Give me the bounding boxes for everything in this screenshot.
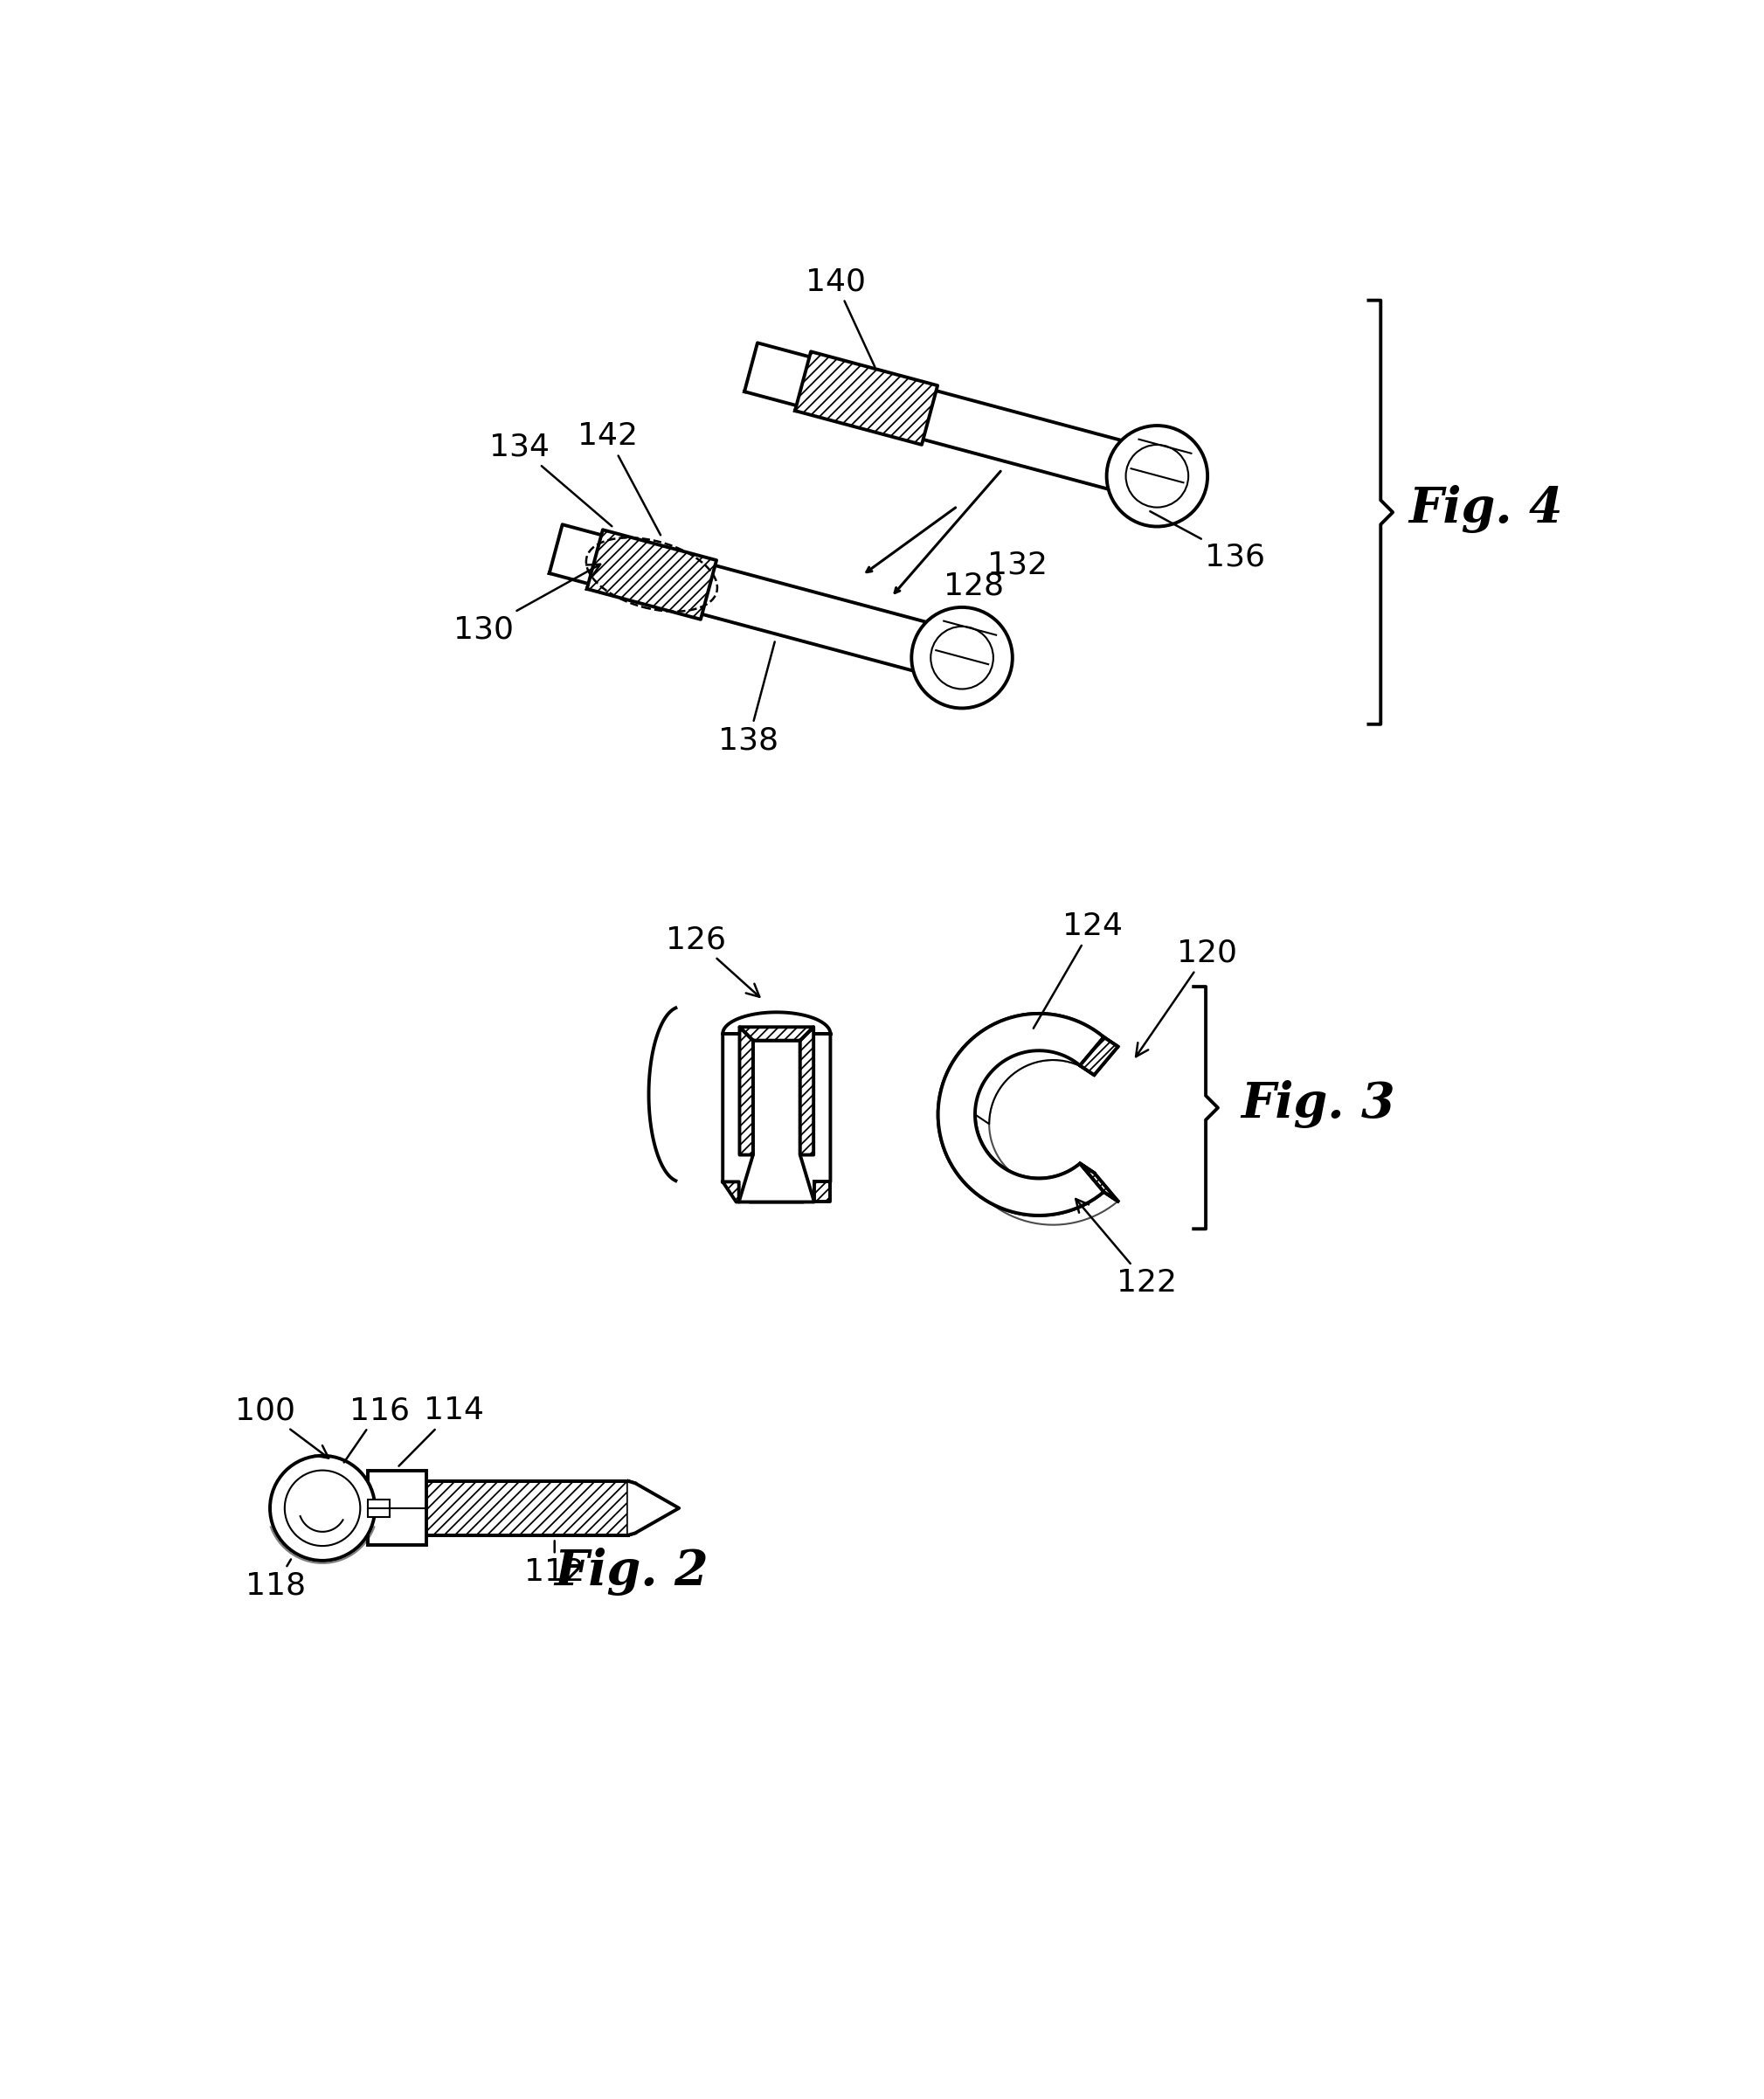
Text: 124: 124 [1034, 911, 1124, 1029]
Text: 134: 134 [489, 432, 612, 527]
Text: Fig. 3: Fig. 3 [1240, 1081, 1395, 1129]
FancyBboxPatch shape [423, 1482, 628, 1534]
Text: 118: 118 [245, 1560, 305, 1599]
Bar [423, 1482, 628, 1534]
Text: 132: 132 [988, 550, 1048, 579]
Polygon shape [587, 529, 716, 619]
Circle shape [931, 626, 993, 688]
Text: 114: 114 [399, 1396, 483, 1465]
Circle shape [270, 1455, 376, 1562]
Polygon shape [801, 1026, 813, 1154]
Polygon shape [744, 342, 1164, 500]
Circle shape [284, 1469, 360, 1547]
Bar [367, 1471, 427, 1545]
Text: Fig. 2: Fig. 2 [554, 1547, 709, 1595]
Text: 138: 138 [718, 642, 778, 756]
Polygon shape [739, 1041, 815, 1203]
Text: 120: 120 [1136, 938, 1237, 1056]
Text: 128: 128 [944, 571, 1004, 600]
Polygon shape [975, 1052, 1094, 1123]
Text: 100: 100 [235, 1396, 328, 1459]
Polygon shape [739, 1026, 813, 1041]
Polygon shape [796, 351, 938, 445]
Polygon shape [628, 1482, 679, 1534]
Polygon shape [723, 1012, 831, 1203]
Bar [367, 1499, 390, 1518]
Polygon shape [1080, 1037, 1118, 1075]
Text: 140: 140 [806, 267, 875, 367]
Text: 142: 142 [579, 422, 660, 535]
Circle shape [1125, 445, 1189, 508]
Polygon shape [1080, 1163, 1118, 1201]
Polygon shape [549, 525, 968, 682]
Circle shape [1106, 426, 1208, 527]
Polygon shape [938, 1014, 1104, 1215]
Polygon shape [1080, 1163, 1118, 1201]
Polygon shape [1080, 1037, 1118, 1075]
Polygon shape [815, 1182, 831, 1203]
Text: 136: 136 [1150, 512, 1265, 573]
Text: 126: 126 [665, 926, 760, 997]
Circle shape [912, 607, 1013, 707]
Text: Fig. 4: Fig. 4 [1409, 485, 1563, 533]
Text: 122: 122 [1076, 1199, 1177, 1297]
Polygon shape [938, 1014, 1104, 1215]
Text: 130: 130 [453, 565, 600, 644]
Text: 112: 112 [524, 1541, 584, 1587]
Polygon shape [938, 1014, 1118, 1123]
Text: 116: 116 [344, 1396, 409, 1463]
Polygon shape [723, 1182, 739, 1203]
Polygon shape [739, 1026, 753, 1154]
